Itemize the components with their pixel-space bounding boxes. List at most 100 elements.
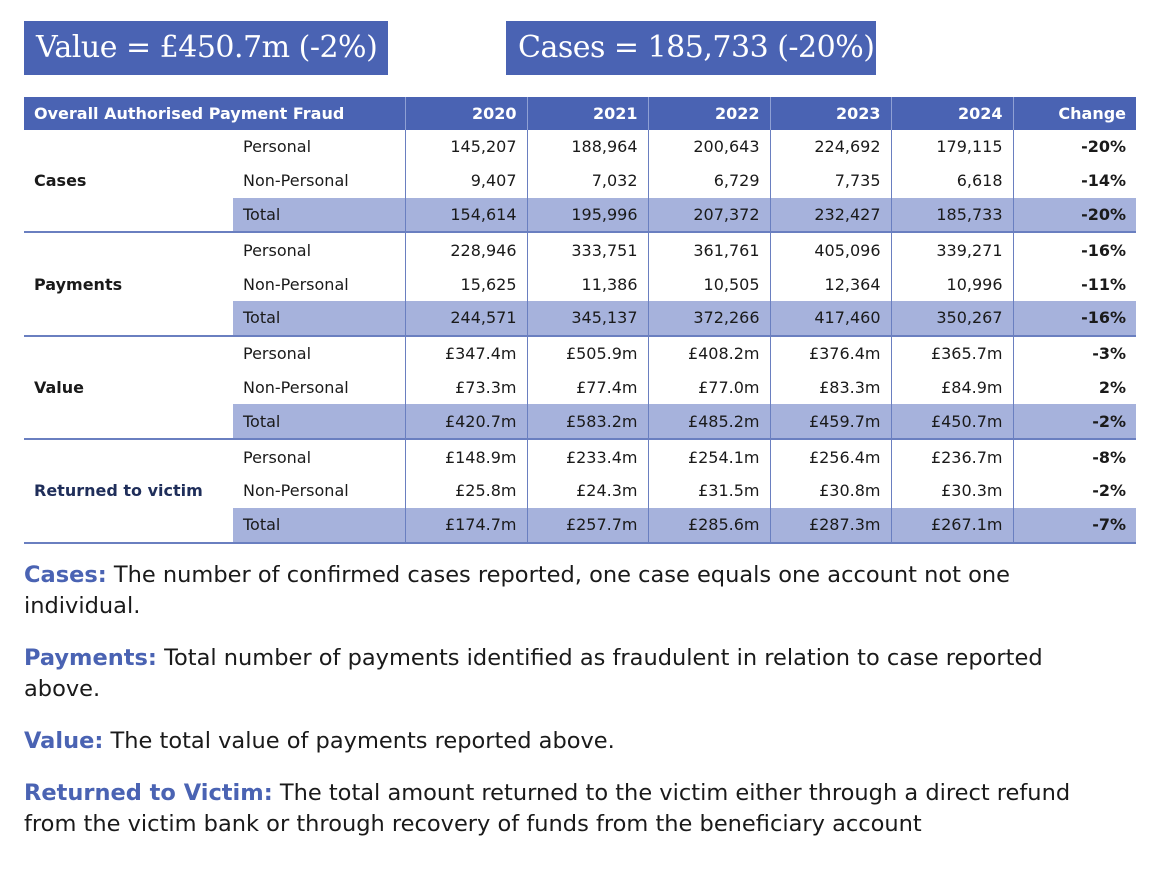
note-label: Payments: [24, 645, 157, 671]
value-cell: 185,733 [890, 197, 1014, 234]
table-row: Total £174.7m £257.7m £285.6m £287.3m £267.1m… [24, 507, 1137, 544]
value-cell: 7,032 [526, 163, 649, 198]
column-header-2024: 2024 [891, 97, 1014, 130]
value-cell: 207,372 [647, 197, 771, 234]
value-cell: £347.4m [404, 335, 528, 371]
value-cell: 10,996 [890, 267, 1014, 301]
table-row: Non-Personal 15,625 11,386 10,505 12,364 10,9… [24, 267, 1137, 301]
value-cell: 15,625 [404, 267, 528, 301]
value-cell: £450.7m [890, 404, 1014, 441]
value-cell: £583.2m [526, 404, 649, 441]
value-cell: 6,618 [890, 163, 1014, 198]
value-cell: £25.8m [404, 473, 528, 508]
change-cell: -20% [1012, 197, 1137, 234]
note-text: The total value of payments reported abo… [103, 728, 615, 754]
value-cell: 9,407 [404, 163, 528, 198]
row-label: Total [233, 404, 406, 441]
value-cell: £459.7m [769, 404, 892, 441]
note-text: The number of confirmed cases reported, … [24, 562, 1010, 619]
table-row: Non-Personal 9,407 7,032 6,729 7,735 6,618 -14… [24, 163, 1137, 198]
value-cell: 405,096 [769, 232, 892, 268]
value-cell: £285.6m [647, 507, 771, 544]
row-label: Non-Personal [243, 274, 349, 294]
value-cell: £30.3m [890, 473, 1014, 508]
group-label: Value [24, 335, 233, 441]
value-kpi-banner: Value = £450.7m (-2%) [24, 21, 388, 75]
value-cell: 350,267 [890, 300, 1014, 337]
table-row: Non-Personal £73.3m £77.4m £77.0m £83.3m £84.… [24, 370, 1137, 405]
row-label: Personal [243, 447, 312, 467]
value-cell: £408.2m [647, 335, 771, 371]
row-label: Personal [243, 137, 312, 157]
value-cell: £83.3m [769, 370, 892, 405]
change-cell: -2% [1012, 404, 1137, 441]
value-cell: 12,364 [769, 267, 892, 301]
value-cell: £148.9m [404, 439, 528, 474]
value-cell: 188,964 [526, 130, 649, 164]
note-payments: Payments: Total number of payments ident… [24, 643, 1124, 705]
value-cell: 10,505 [647, 267, 771, 301]
row-label: Non-Personal [243, 377, 349, 397]
value-cell: £31.5m [647, 473, 771, 508]
row-label: Non-Personal [243, 481, 349, 501]
group-label: Payments [24, 232, 233, 337]
value-cell: 7,735 [769, 163, 892, 198]
note-text: Total number of payments identified as f… [24, 645, 1043, 702]
value-cell: 361,761 [647, 232, 771, 268]
value-cell: 224,692 [769, 130, 892, 164]
table-row: Total £420.7m £583.2m £485.2m £459.7m £450.7m… [24, 404, 1137, 441]
change-cell: -2% [1012, 473, 1137, 508]
value-cell: 339,271 [890, 232, 1014, 268]
value-cell: 372,266 [647, 300, 771, 337]
value-cell: £420.7m [404, 404, 528, 441]
note-label: Value: [24, 728, 104, 754]
value-cell: £236.7m [890, 439, 1014, 474]
change-cell: -14% [1012, 163, 1137, 198]
value-cell: £77.4m [526, 370, 649, 405]
row-label: Personal [243, 344, 312, 364]
value-cell: £24.3m [526, 473, 649, 508]
group-label: Cases [24, 130, 233, 234]
table-row: Value Personal £347.4m £505.9m £408.2m £376.4… [24, 335, 1137, 441]
value-cell: £485.2m [647, 404, 771, 441]
value-cell: £84.9m [890, 370, 1014, 405]
group-label: Returned to victim [24, 439, 233, 544]
value-cell: 195,996 [526, 197, 649, 234]
value-cell: 6,729 [647, 163, 771, 198]
table-title: Overall Authorised Payment Fraud [24, 97, 406, 130]
change-cell: -7% [1012, 507, 1137, 544]
value-cell: 145,207 [404, 130, 528, 164]
column-header-2020: 2020 [405, 97, 528, 130]
table-header-row: Overall Authorised Payment Fraud 2020 20… [24, 97, 1137, 130]
value-cell: £233.4m [526, 439, 649, 474]
column-header-change: Change [1013, 97, 1137, 130]
value-cell: 200,643 [647, 130, 771, 164]
note-text: The total amount returned to the victim … [24, 780, 1071, 837]
fraud-data-table: Overall Authorised Payment Fraud 2020 20… [24, 97, 1137, 544]
value-cell: 154,614 [404, 197, 528, 234]
definitions-notes: Cases: The number of confirmed cases rep… [24, 560, 1124, 861]
table-row: Cases Personal 145,207 188,964 200,643 224,69… [24, 130, 1137, 234]
column-header-2021: 2021 [527, 97, 649, 130]
change-cell: -8% [1012, 439, 1137, 474]
value-cell: 11,386 [526, 267, 649, 301]
value-cell: £174.7m [404, 507, 528, 544]
table-row: Returned to victim Personal £148.9m £233.4m… [24, 439, 1137, 544]
change-cell: 2% [1012, 370, 1137, 405]
value-cell: £77.0m [647, 370, 771, 405]
value-cell: 179,115 [890, 130, 1014, 164]
value-cell: 232,427 [769, 197, 892, 234]
note-value: Value: The total value of payments repor… [24, 726, 1124, 757]
value-cell: 417,460 [769, 300, 892, 337]
value-cell: £505.9m [526, 335, 649, 371]
table-row: Total 244,571 345,137 372,266 417,460 350,267… [24, 300, 1137, 337]
row-label: Total [233, 507, 406, 544]
value-cell: £287.3m [769, 507, 892, 544]
value-cell: £73.3m [404, 370, 528, 405]
value-cell: £257.7m [526, 507, 649, 544]
note-cases: Cases: The number of confirmed cases rep… [24, 560, 1124, 622]
value-cell: £376.4m [769, 335, 892, 371]
change-cell: -20% [1012, 130, 1137, 164]
table-row: Total 154,614 195,996 207,372 232,427 185,733… [24, 197, 1137, 234]
table-row: Non-Personal £25.8m £24.3m £31.5m £30.8m £30.… [24, 473, 1137, 508]
